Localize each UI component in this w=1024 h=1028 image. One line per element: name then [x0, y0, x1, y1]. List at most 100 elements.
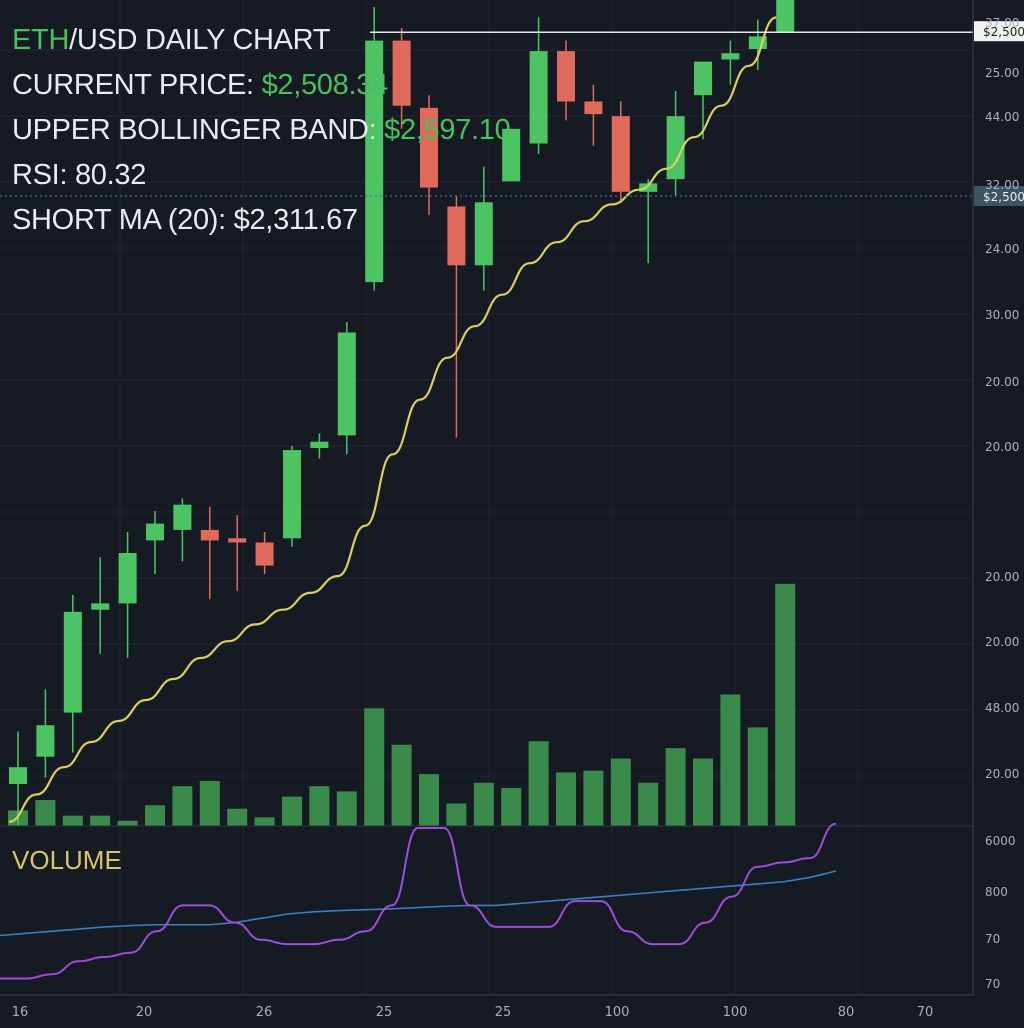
volume-bar — [693, 758, 713, 826]
time-tick-label: 70 — [917, 1005, 934, 1020]
bull-candle — [474, 202, 493, 266]
symbol-base: ETH — [12, 24, 70, 56]
volume-bar — [282, 796, 302, 826]
ma20-line — [8, 16, 777, 823]
volume-bar — [254, 817, 275, 826]
candlesticks — [9, 0, 795, 826]
indicator-tick-label: 70 — [985, 932, 1000, 946]
signal-line — [0, 870, 837, 937]
bear-candle — [611, 116, 630, 192]
indicator-tick-label: 6000 — [985, 834, 1016, 848]
time-tick-label: 20 — [136, 1005, 153, 1020]
time-tick-label: 100 — [605, 1005, 630, 1020]
volume-bar — [556, 772, 576, 826]
volume-bar — [364, 708, 385, 826]
current-price-text: $2,500 — [983, 190, 1024, 204]
volume-bar — [638, 782, 659, 826]
rsi-line — [0, 822, 837, 980]
volume-bar — [391, 744, 412, 826]
bear-candle — [447, 206, 466, 266]
chart-grid — [0, 0, 973, 995]
price-tick-label: 20.00 — [985, 375, 1019, 389]
volume-bar — [172, 786, 193, 826]
bull-candle — [118, 553, 137, 604]
time-tick-label: 26 — [256, 1005, 273, 1020]
volume-bar — [747, 727, 768, 826]
volume-bars — [8, 583, 796, 826]
bull-candle — [91, 603, 110, 610]
current-price-value: $2,508.34 — [261, 69, 389, 101]
volume-bar — [720, 694, 741, 826]
bull-candle — [529, 51, 548, 144]
volume-bar — [227, 808, 248, 826]
price-tick-label: 24.00 — [985, 242, 1019, 256]
price-tick-label: 30.00 — [985, 308, 1019, 322]
indicator-tick-label: 800 — [985, 885, 1008, 899]
volume-bar — [528, 741, 549, 826]
time-tick-label: 25 — [495, 1005, 512, 1020]
price-tick-label: 20.00 — [985, 440, 1019, 454]
upper-bb-value: $2,597.10 — [384, 114, 511, 146]
bull-candle — [146, 523, 164, 541]
time-tick-label: 25 — [376, 1005, 393, 1020]
bull-candle — [63, 611, 82, 713]
chart-title: ETH/USD DAILY CHART — [12, 18, 510, 63]
indicator-tick-label: 70 — [985, 977, 1000, 991]
time-tick-label: 16 — [12, 1005, 29, 1020]
price-tick-label: 20.00 — [985, 570, 1019, 584]
upper-bb-row: UPPER BOLLINGER BAND: $2,597.10 — [12, 108, 511, 153]
price-tick-label: 48.00 — [985, 701, 1019, 715]
volume-bar — [309, 786, 330, 826]
price-tick-label: 25.00 — [985, 66, 1019, 80]
rsi-readout: RSI: 80.32 — [12, 159, 147, 191]
current-price-label: CURRENT PRICE: — [12, 69, 254, 101]
volume-bar — [501, 787, 522, 826]
resistance-price-text: $2,500 — [983, 25, 1024, 39]
price-tick-label: 44.00 — [985, 110, 1019, 124]
bear-candle — [557, 51, 575, 102]
time-tick-label: 80 — [838, 1005, 855, 1020]
price-tick-label: 20.00 — [985, 767, 1019, 781]
chart-info-panel: ETH/USD DAILY CHART CURRENT PRICE: $2,50… — [12, 18, 511, 243]
indicator-panel — [0, 822, 973, 980]
volume-bar — [419, 774, 439, 826]
bull-candle — [9, 767, 27, 784]
bull-candle — [721, 53, 740, 60]
volume-label: VOLUME — [12, 845, 122, 875]
bull-candle — [310, 441, 329, 448]
short-ma-readout: SHORT MA (20): $2,311.67 — [12, 204, 358, 236]
volume-bar — [583, 770, 604, 826]
upper-bb-label: UPPER BOLLINGER BAND: — [12, 114, 377, 146]
volume-bar — [145, 805, 165, 826]
bull-candle — [36, 725, 55, 757]
volume-bar — [35, 800, 56, 826]
volume-bar — [446, 803, 467, 826]
volume-bar — [610, 758, 631, 826]
bull-candle — [337, 332, 356, 436]
volume-bar — [90, 815, 111, 826]
bear-candle — [420, 107, 438, 188]
bull-candle — [666, 116, 685, 180]
volume-bar — [117, 820, 138, 826]
volume-bar — [775, 583, 796, 826]
volume-bar — [199, 781, 220, 826]
bear-candle — [392, 40, 411, 106]
bull-candle — [694, 61, 712, 96]
price-levels: $2,500 $2,500 — [0, 21, 1024, 206]
bear-candle — [200, 529, 219, 541]
price-tick-label: 20.00 — [985, 635, 1019, 649]
bull-candle — [776, 0, 795, 33]
volume-bar — [665, 748, 686, 826]
current-price-row: CURRENT PRICE: $2,508.34 — [12, 63, 510, 108]
price-tick-label: 37.00 — [985, 16, 1019, 30]
symbol-rest: /USD DAILY CHART — [69, 24, 331, 56]
bear-candle — [228, 538, 247, 543]
bull-candle — [502, 128, 521, 182]
price-tick-label: 32.00 — [985, 178, 1019, 192]
bull-candle — [283, 450, 301, 539]
volume-bar — [62, 815, 83, 826]
time-tick-label: 100 — [723, 1005, 748, 1020]
